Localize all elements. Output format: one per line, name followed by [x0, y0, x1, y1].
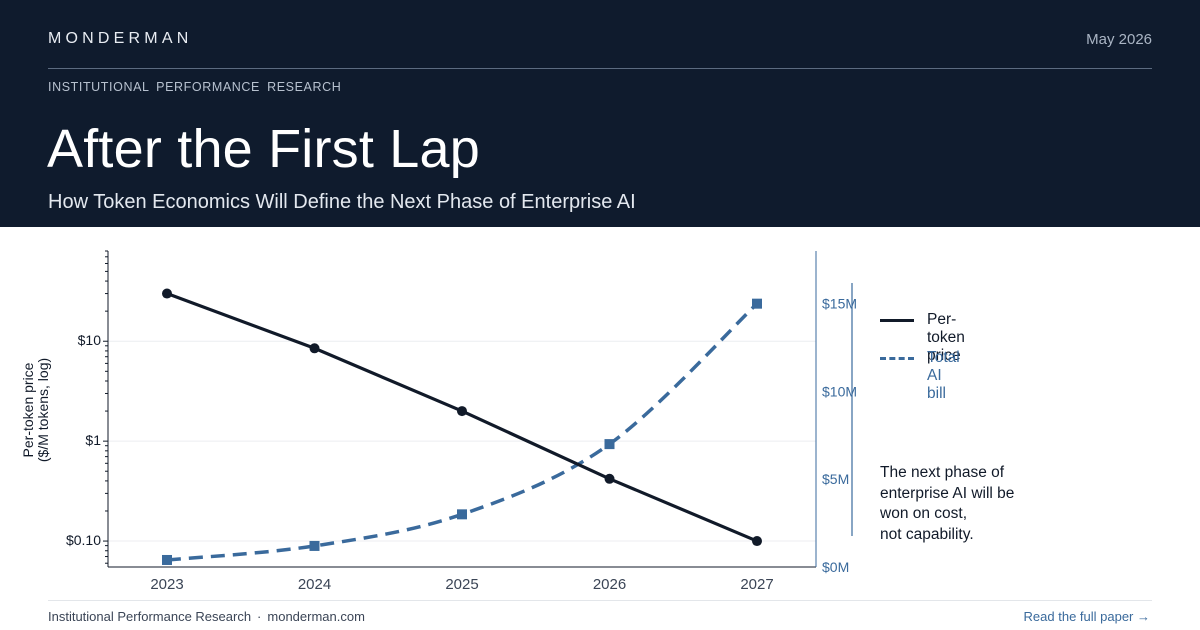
page-title: After the First Lap — [47, 119, 480, 179]
footer-divider — [48, 600, 1152, 601]
y-right-tick-label: $10M — [822, 383, 857, 399]
x-tick-label: 2026 — [593, 576, 626, 593]
total-ai-bill-marker — [604, 439, 615, 450]
chart-note: The next phase of enterprise AI will be … — [880, 463, 1080, 545]
header-divider — [48, 68, 1152, 69]
brand-wordmark: MONDERMAN — [48, 30, 193, 47]
footer-publication: Institutional Performance Research — [48, 609, 252, 624]
legend-swatch-price — [880, 319, 914, 322]
footer-separator: · — [257, 609, 262, 624]
per-token-price-marker — [162, 288, 172, 299]
dual-axis-line-chart: $0.10 $1 $10 Per-token price($/M tokens, lo… — [20, 250, 857, 593]
total-ai-bill-marker — [457, 509, 467, 520]
y-right-tick-label: $15M — [822, 296, 857, 312]
total-ai-bill-marker — [752, 298, 762, 309]
series-label: INSTITUTIONAL PERFORMANCE RESEARCH — [48, 80, 342, 94]
legend-swatch-bill — [880, 357, 914, 360]
y-right-tick-label: $0M — [822, 559, 849, 575]
y-left-tick-label: $1 — [85, 432, 101, 448]
read-full-paper-link[interactable]: Read the full paper → — [1023, 609, 1150, 624]
per-token-price-marker — [752, 536, 762, 547]
per-token-price-marker — [604, 473, 615, 484]
page-subtitle: How Token Economics Will Define the Next… — [48, 191, 636, 213]
footer-credit: Institutional Performance Research · monde… — [48, 609, 365, 624]
total-ai-bill-line — [166, 302, 759, 562]
note-line: The next phase of — [880, 464, 1005, 481]
per-token-price-marker — [309, 343, 320, 354]
per-token-price-marker — [457, 406, 467, 417]
total-ai-bill-marker — [309, 540, 320, 551]
footer-website: monderman.com — [267, 609, 365, 624]
note-line: won on cost, — [880, 505, 968, 522]
y-right-tick-label: $5M — [822, 471, 849, 487]
note-line: enterprise AI will be — [880, 484, 1015, 502]
y-left-tick-label: $0.10 — [66, 532, 101, 548]
total-ai-bill-marker — [162, 554, 172, 565]
per-token-price-line — [166, 292, 758, 543]
x-tick-label: 2027 — [740, 576, 773, 593]
y-left-tick-label: $10 — [78, 332, 102, 348]
legend-label-bill: Total AI bill — [927, 349, 960, 402]
report-header: MONDERMAN May 2026 INSTITUTIONAL PERFORM… — [0, 0, 1200, 227]
note-line: not capability. — [880, 525, 974, 543]
y-left-axis-label: Per-token price($/M tokens, log) — [20, 358, 51, 462]
x-tick-label: 2025 — [445, 576, 478, 593]
x-tick-label: 2024 — [298, 576, 331, 593]
x-tick-label: 2023 — [150, 576, 183, 593]
publication-date: May 2026 — [1086, 31, 1152, 48]
legend-label-price: Per-token price — [927, 311, 965, 364]
